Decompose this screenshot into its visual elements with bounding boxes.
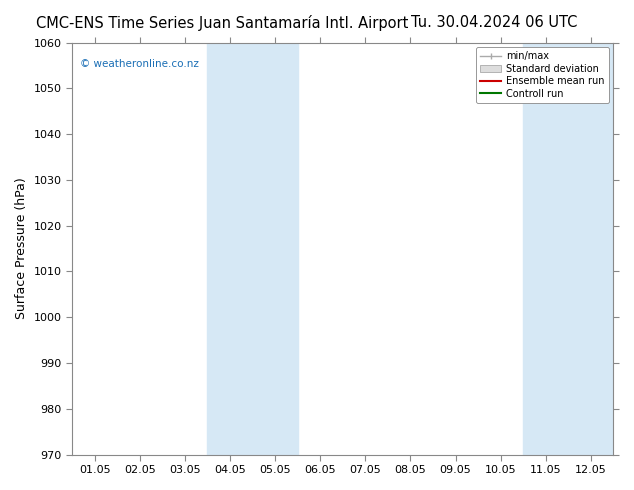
Y-axis label: Surface Pressure (hPa): Surface Pressure (hPa) [15,178,28,319]
Text: © weatheronline.co.nz: © weatheronline.co.nz [81,59,199,69]
Legend: min/max, Standard deviation, Ensemble mean run, Controll run: min/max, Standard deviation, Ensemble me… [476,48,609,102]
Bar [207,43,297,455]
Text: CMC-ENS Time Series Juan Santamaría Intl. Airport: CMC-ENS Time Series Juan Santamaría Intl… [36,15,408,31]
Bar [523,43,614,455]
Text: Tu. 30.04.2024 06 UTC: Tu. 30.04.2024 06 UTC [411,15,578,30]
